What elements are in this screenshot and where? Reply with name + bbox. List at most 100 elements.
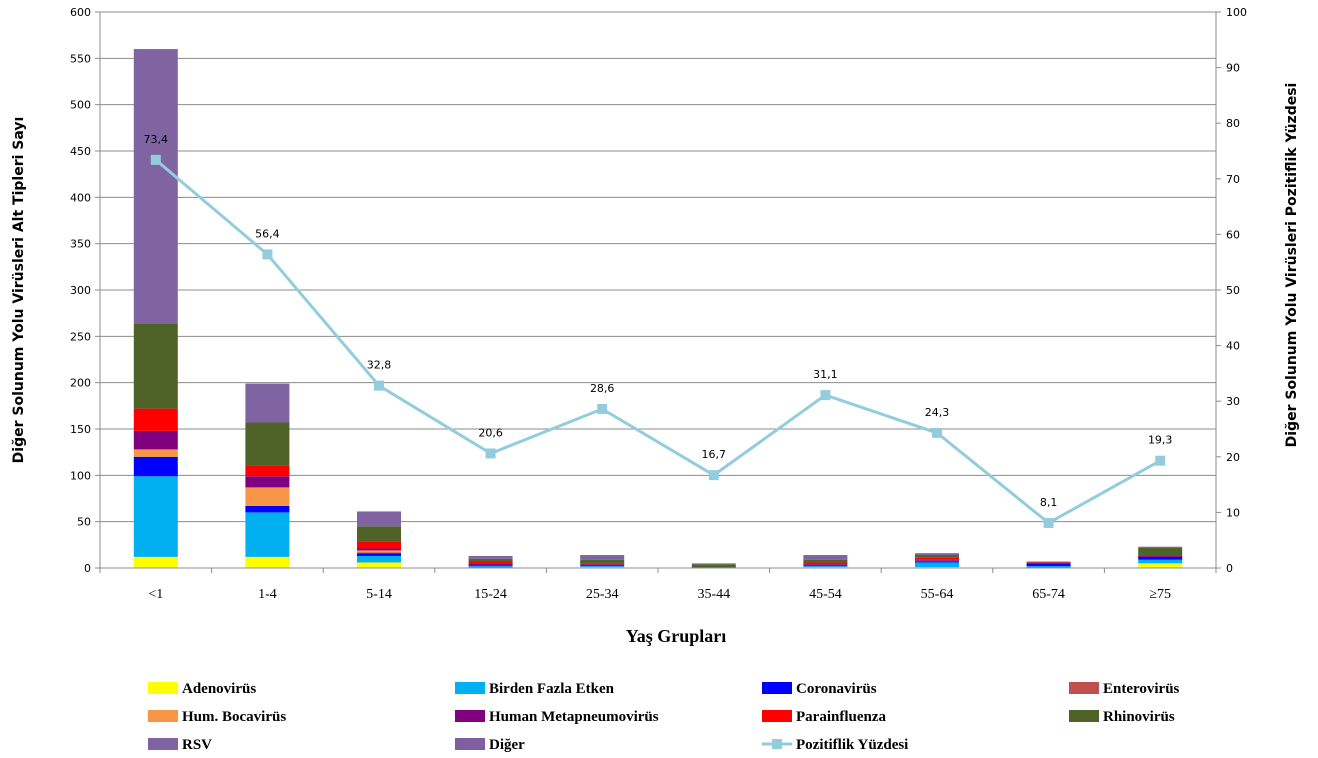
positivity-marker: [708, 470, 719, 481]
data-label: 73,4: [144, 133, 169, 146]
bar-human-metapneumovir-s: [357, 548, 401, 551]
y-tick-label: 400: [70, 191, 91, 204]
bar-rhinovir-s: [468, 558, 513, 562]
bar-birden-fazla-etken: [468, 566, 513, 568]
y2-tick-label: 60: [1226, 228, 1240, 241]
x-tick-label: 55-64: [921, 587, 954, 602]
bar-birden-fazla-etken: [580, 566, 625, 568]
bar-birden-fazla-etken: [803, 566, 848, 568]
bar-rsv: [468, 555, 513, 559]
y-tick-label: 100: [70, 469, 91, 482]
bar-human-metapneumovir-s: [468, 563, 513, 566]
x-axis-ticks: <1 1-4 5-14 15-24 25-34 35-44 45-54 55-64 65-74 ≥…: [99, 568, 1217, 602]
x-tick-label: 5-14: [366, 587, 392, 602]
bar-coronavir-s: [915, 561, 959, 563]
bar-birden-fazla-etken: [1138, 559, 1183, 564]
bar-rsv: [133, 49, 178, 324]
bar-rhinovir-s: [133, 323, 178, 409]
bar-rhinovir-s: [245, 422, 290, 466]
y2-tick-label: 0: [1226, 562, 1233, 575]
legend-entry: Adenovirüs: [182, 681, 256, 697]
x-tick-label: 35-44: [697, 587, 730, 602]
data-label: 19,3: [1148, 434, 1173, 447]
data-label: 24,3: [925, 406, 950, 419]
bar-parainfluenza: [468, 561, 513, 564]
bar-rsv: [580, 555, 625, 560]
bar-hum-bocavir-s: [357, 550, 401, 553]
y2-tick-label: 20: [1226, 451, 1240, 464]
legend-swatch: [148, 710, 178, 722]
bar-rhinovir-s: [691, 564, 736, 568]
y-tick-label: 350: [70, 238, 91, 251]
legend-entry: Coronavirüs: [796, 681, 877, 697]
bar-human-metapneumovir-s: [1138, 555, 1183, 557]
legend-entry: Hum. Bocavirüs: [182, 709, 286, 725]
bar-human-metapneumovir-s: [133, 430, 178, 450]
x-axis-title: Yaş Grupları: [626, 626, 727, 646]
y2-tick-label: 90: [1226, 62, 1240, 75]
positivity-polyline: [154, 158, 1161, 525]
positivity-line: [150, 154, 1166, 528]
y-tick-label: 150: [70, 423, 91, 436]
bar-birden-fazla-etken: [1026, 566, 1071, 568]
bar-adenovir-s: [1138, 563, 1183, 568]
bar-rhinovir-s: [915, 555, 959, 558]
x-tick-label: 45-54: [809, 587, 842, 602]
y-tick-label: 200: [70, 377, 91, 390]
positivity-marker: [597, 403, 608, 414]
y-tick-label: 250: [70, 330, 91, 343]
data-label: 56,4: [255, 227, 280, 240]
bar-stacks: [133, 49, 1183, 568]
legend-swatch: [148, 682, 178, 694]
legend-entry: Human Metapneumovirüs: [489, 709, 659, 725]
bar-parainfluenza: [1138, 555, 1183, 556]
x-tick-label: 15-24: [474, 587, 507, 602]
bar-parainfluenza: [803, 562, 848, 565]
y2-tick-label: 80: [1226, 117, 1240, 130]
y2-tick-label: 30: [1226, 395, 1240, 408]
bar-parainfluenza: [133, 408, 178, 431]
bar-coronavir-s: [133, 456, 178, 477]
bar-parainfluenza: [915, 557, 959, 560]
y-axis-ticks: 0 50 100 150 200 250 300 350 400 450 500 550 600: [70, 6, 100, 575]
y-tick-label: 0: [84, 562, 91, 575]
bar-adenovir-s: [133, 556, 178, 568]
bar-birden-fazla-etken: [915, 562, 959, 568]
legend-swatch: [1069, 710, 1099, 722]
bar-birden-fazla-etken: [245, 512, 290, 557]
x-tick-label: ≥75: [1149, 587, 1171, 602]
x-tick-label: 1-4: [258, 587, 277, 602]
y2-axis-title: Diğer Solunum Yolu Virüsleri Pozitiflik …: [1284, 83, 1300, 448]
bar-parainfluenza: [580, 563, 625, 565]
legend-swatch: [455, 682, 485, 694]
legend-swatch: [148, 738, 178, 750]
legend-entry: Birden Fazla Etken: [489, 681, 615, 697]
bar-adenovir-s: [357, 562, 401, 568]
bar-rhinovir-s: [580, 559, 625, 564]
x-tick-label: 65-74: [1032, 587, 1065, 602]
bar-rsv: [915, 553, 959, 556]
bar-enterovir-s: [915, 560, 959, 562]
bar-parainfluenza: [1026, 562, 1071, 564]
positivity-marker: [485, 448, 496, 459]
legend-entry: Parainfluenza: [796, 709, 886, 725]
y2-tick-label: 10: [1226, 506, 1240, 519]
bar-rsv: [691, 563, 736, 565]
legend-line-marker: [772, 739, 782, 749]
legend: Adenovirüs Birden Fazla Etken Coronavirüs E…: [148, 681, 1180, 753]
bar-coronavir-s: [357, 553, 401, 556]
bar-birden-fazla-etken: [133, 476, 178, 557]
positivity-marker: [262, 249, 273, 260]
y-tick-label: 550: [70, 52, 91, 65]
legend-swatch: [762, 682, 792, 694]
x-tick-label: <1: [148, 587, 163, 602]
legend-entry: RSV: [182, 737, 212, 753]
line-data-labels: 73,4 56,4 32,8 20,6 28,6 16,7 31,1 24,3 8,1 19,3: [144, 133, 1173, 509]
legend-swatch: [455, 710, 485, 722]
bar-coronavir-s: [468, 565, 513, 567]
bar-rsv: [803, 555, 848, 560]
y-tick-label: 450: [70, 145, 91, 158]
data-label: 16,7: [702, 448, 727, 461]
bar-rhinovir-s: [357, 526, 401, 542]
